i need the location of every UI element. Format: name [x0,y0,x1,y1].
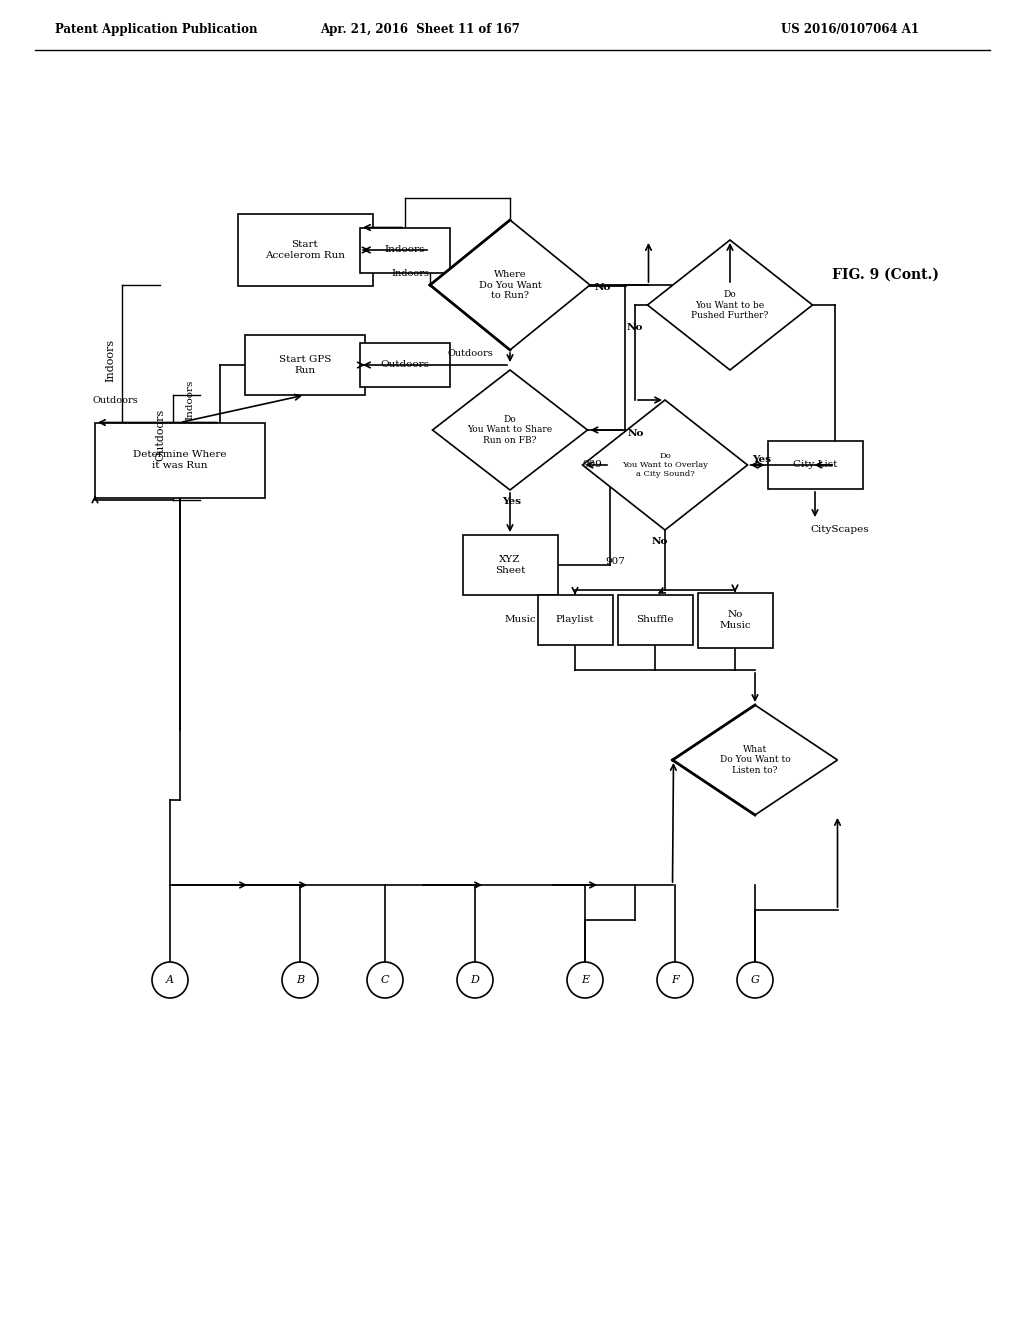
Text: A: A [166,975,174,985]
Text: No: No [628,429,644,437]
Text: E: E [581,975,589,985]
FancyBboxPatch shape [617,595,692,645]
Text: US 2016/0107064 A1: US 2016/0107064 A1 [781,24,919,37]
FancyBboxPatch shape [463,535,557,595]
Polygon shape [673,705,838,814]
Circle shape [152,962,188,998]
Text: City List: City List [793,461,838,470]
Polygon shape [432,370,588,490]
FancyBboxPatch shape [238,214,373,286]
Text: What
Do You Want to
Listen to?: What Do You Want to Listen to? [720,744,791,775]
Text: Do
You Want to be
Pushed Further?: Do You Want to be Pushed Further? [691,290,769,319]
Text: F: F [671,975,679,985]
Text: Do
You Want to Share
Run on FB?: Do You Want to Share Run on FB? [467,414,553,445]
Text: Patent Application Publication: Patent Application Publication [55,24,257,37]
Text: No: No [652,537,669,546]
Text: XYZ
Sheet: XYZ Sheet [495,556,525,574]
Text: Start
Accelerom Run: Start Accelerom Run [265,240,345,260]
Text: No: No [626,322,642,331]
Circle shape [457,962,493,998]
Text: Yes: Yes [503,498,521,507]
Text: Playlist: Playlist [556,615,594,624]
Text: Outdoors: Outdoors [381,360,429,370]
Circle shape [737,962,773,998]
Circle shape [282,962,318,998]
Text: Indoors: Indoors [105,338,115,381]
Text: Indoors: Indoors [385,246,425,255]
Text: No
Music: No Music [719,610,751,630]
Text: No: No [595,284,611,293]
Text: Outdoors: Outdoors [92,396,138,405]
Text: Outdoors: Outdoors [447,348,493,358]
Text: D: D [471,975,479,985]
Text: G: G [751,975,760,985]
Text: C: C [381,975,389,985]
FancyBboxPatch shape [95,422,265,498]
Text: Indoors: Indoors [391,268,429,277]
FancyBboxPatch shape [360,342,450,388]
Text: Start GPS
Run: Start GPS Run [279,355,331,375]
Text: Where
Do You Want
to Run?: Where Do You Want to Run? [478,271,542,300]
Text: Indoors: Indoors [185,380,195,420]
Text: Determine Where
it was Run: Determine Where it was Run [133,450,226,470]
Text: Apr. 21, 2016  Sheet 11 of 167: Apr. 21, 2016 Sheet 11 of 167 [321,24,520,37]
Text: Do
You Want to Overlay
a City Sound?: Do You Want to Overlay a City Sound? [622,451,708,478]
Text: B: B [296,975,304,985]
Text: Outdoors: Outdoors [155,409,165,461]
FancyBboxPatch shape [768,441,862,488]
Text: Music: Music [504,615,536,624]
Text: 909: 909 [582,461,602,470]
Polygon shape [583,400,748,531]
Text: FIG. 9 (Cont.): FIG. 9 (Cont.) [831,268,939,282]
FancyBboxPatch shape [697,593,772,648]
Text: 907: 907 [605,557,625,566]
Polygon shape [430,220,590,350]
Text: Yes: Yes [753,455,771,465]
Text: CityScapes: CityScapes [811,525,869,535]
FancyBboxPatch shape [538,595,612,645]
Circle shape [567,962,603,998]
Polygon shape [647,240,812,370]
FancyBboxPatch shape [360,227,450,272]
Circle shape [657,962,693,998]
FancyBboxPatch shape [245,335,365,395]
Circle shape [367,962,403,998]
Text: Shuffle: Shuffle [636,615,674,624]
